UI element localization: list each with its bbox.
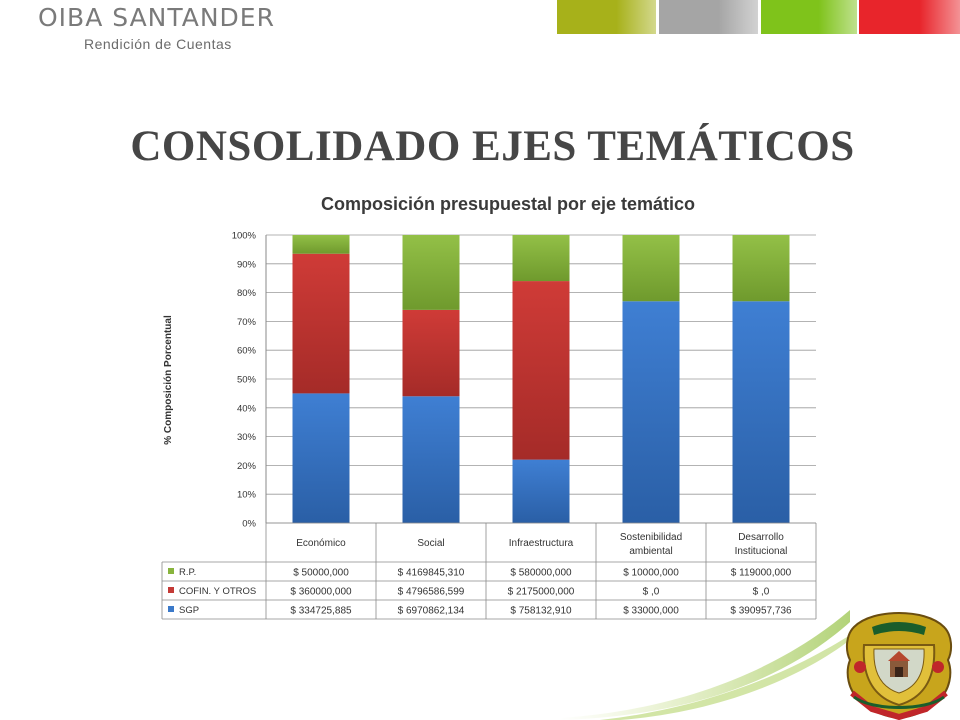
bar-r-p bbox=[622, 235, 680, 302]
y-tick-label: 10% bbox=[237, 490, 257, 501]
table-cell-value: $ 33000,000 bbox=[623, 606, 679, 617]
bar-r-p bbox=[292, 235, 350, 254]
y-tick-label: 70% bbox=[237, 317, 257, 328]
chart-title: Composición presupuestal por eje temátic… bbox=[321, 194, 695, 214]
bar-sgp bbox=[622, 301, 680, 523]
x-category-label: Social bbox=[417, 538, 444, 549]
bar-sgp bbox=[292, 393, 350, 523]
table-cell-value: $ 6970862,134 bbox=[398, 606, 465, 617]
y-tick-label: 100% bbox=[232, 231, 257, 242]
table-cell-value: $ 580000,000 bbox=[510, 568, 572, 579]
y-tick-label: 30% bbox=[237, 432, 257, 443]
bar-cofin-y-otros bbox=[512, 281, 570, 460]
brand: OIBA SANTANDER bbox=[38, 2, 275, 34]
bar-cofin-y-otros bbox=[402, 309, 460, 397]
bar-cofin-y-otros bbox=[292, 253, 350, 394]
table-cell-value: $ 4796586,599 bbox=[398, 587, 465, 598]
coat-of-arms-icon bbox=[845, 611, 953, 720]
y-tick-label: 40% bbox=[237, 403, 257, 414]
bar-sgp bbox=[512, 459, 570, 523]
table-cell-value: $ 758132,910 bbox=[510, 606, 572, 617]
bar-r-p bbox=[512, 235, 570, 282]
x-category-label: Económico bbox=[296, 538, 346, 549]
x-category-label: ambiental bbox=[629, 546, 672, 557]
bar-sgp bbox=[732, 301, 790, 523]
table-cell-value: $ 10000,000 bbox=[623, 568, 679, 579]
table-cell-value: $ 4169845,310 bbox=[398, 568, 465, 579]
table-cell-value: $ 360000,000 bbox=[290, 587, 352, 598]
bar-sgp bbox=[402, 396, 460, 523]
color-strip-block bbox=[859, 0, 960, 34]
y-tick-label: 0% bbox=[242, 519, 256, 530]
y-tick-label: 60% bbox=[237, 346, 257, 357]
legend-label: COFIN. Y OTROS bbox=[179, 586, 256, 597]
brand-subtitle: Rendición de Cuentas bbox=[84, 36, 232, 52]
y-tick-label: 80% bbox=[237, 288, 257, 299]
y-tick-label: 20% bbox=[237, 461, 257, 472]
y-tick-label: 90% bbox=[237, 259, 257, 270]
table-cell-value: $ ,0 bbox=[643, 587, 660, 598]
slide-title: CONSOLIDADO EJES TEMÁTICOS bbox=[130, 123, 855, 170]
brand-name: OIBA SANTANDER bbox=[38, 3, 275, 32]
legend-swatch bbox=[168, 606, 174, 612]
legend-swatch bbox=[168, 587, 174, 593]
table-cell-value: $ 2175000,000 bbox=[508, 587, 575, 598]
legend-swatch bbox=[168, 568, 174, 574]
x-category-label: Infraestructura bbox=[509, 538, 574, 549]
legend-label: R.P. bbox=[179, 567, 196, 578]
decorative-swoosh bbox=[560, 610, 850, 720]
x-category-label: Sostenibilidad bbox=[620, 532, 682, 543]
y-tick-label: 50% bbox=[237, 375, 257, 386]
color-strip-block bbox=[659, 0, 758, 34]
table-cell-value: $ ,0 bbox=[753, 587, 770, 598]
table-cell-value: $ 119000,000 bbox=[731, 568, 792, 579]
bar-r-p bbox=[402, 235, 460, 310]
legend-label: SGP bbox=[179, 605, 199, 616]
x-category-label: Desarrollo bbox=[738, 532, 784, 543]
y-axis-label: % Composición Porcentual bbox=[163, 315, 174, 445]
table-cell-value: $ 50000,000 bbox=[293, 568, 349, 579]
bar-r-p bbox=[732, 235, 790, 302]
color-strip-block bbox=[557, 0, 656, 34]
color-strip-block bbox=[761, 0, 857, 34]
x-category-label: Institucional bbox=[735, 546, 788, 557]
bar-series bbox=[292, 235, 790, 523]
table-cell-value: $ 334725,885 bbox=[290, 606, 352, 617]
table-cell-value: $ 390957,736 bbox=[730, 606, 792, 617]
y-tick-labels: 0% 10% 20% 30% 40% 50% 60% 70% 80% 90% 100% bbox=[232, 231, 257, 530]
data-table: Económico Social Infraestructura Sostenibil… bbox=[161, 522, 817, 620]
